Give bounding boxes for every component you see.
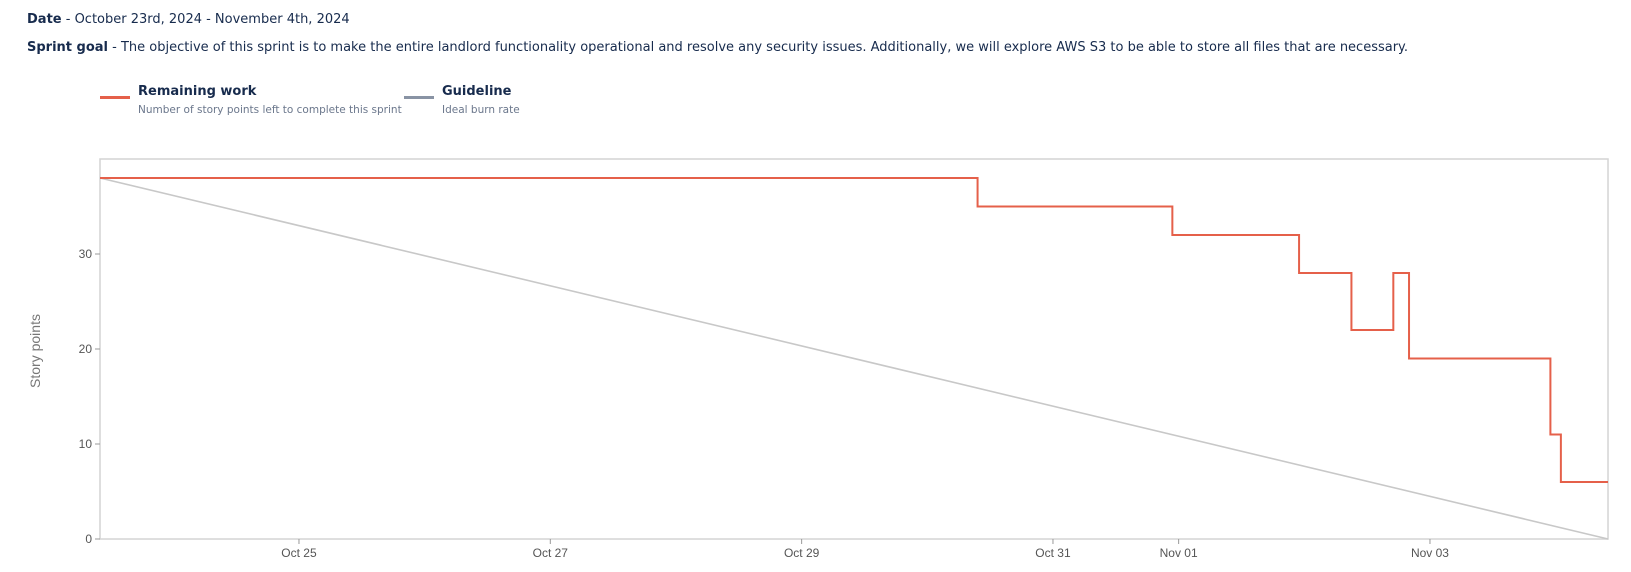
date-label: Date — [27, 12, 62, 27]
y-axis-label: Story points — [27, 314, 43, 388]
y-tick-label: 30 — [79, 247, 93, 261]
x-tick-label: Nov 03 — [1411, 546, 1449, 560]
x-tick-label: Oct 27 — [533, 546, 569, 560]
legend-title-remaining: Remaining work — [138, 84, 257, 99]
legend-desc-remaining: Number of story points left to complete … — [138, 104, 402, 116]
x-tick-label: Nov 01 — [1160, 546, 1198, 560]
goal-value: - The objective of this sprint is to mak… — [108, 40, 1409, 55]
series-line-guideline — [99, 177, 1609, 540]
goal-label: Sprint goal — [27, 40, 108, 55]
series-line-remaining-work — [100, 177, 1608, 483]
legend-swatch-remaining — [100, 96, 130, 99]
y-tick-label: 20 — [79, 342, 93, 356]
y-tick-label: 0 — [85, 532, 92, 546]
x-tick-label: Oct 31 — [1035, 546, 1071, 560]
legend-desc-guideline: Ideal burn rate — [442, 104, 520, 116]
y-tick-label: 10 — [79, 437, 93, 451]
x-tick-label: Oct 29 — [784, 546, 820, 560]
legend-swatch-guideline — [404, 96, 434, 99]
sprint-goal: Sprint goal - The objective of this spri… — [27, 40, 1408, 55]
date-value: - October 23rd, 2024 - November 4th, 202… — [61, 12, 350, 27]
sprint-date: Date - October 23rd, 2024 - November 4th… — [27, 12, 350, 27]
plot-frame — [99, 158, 1609, 540]
legend-title-guideline: Guideline — [442, 84, 512, 99]
x-tick-label: Oct 25 — [281, 546, 317, 560]
